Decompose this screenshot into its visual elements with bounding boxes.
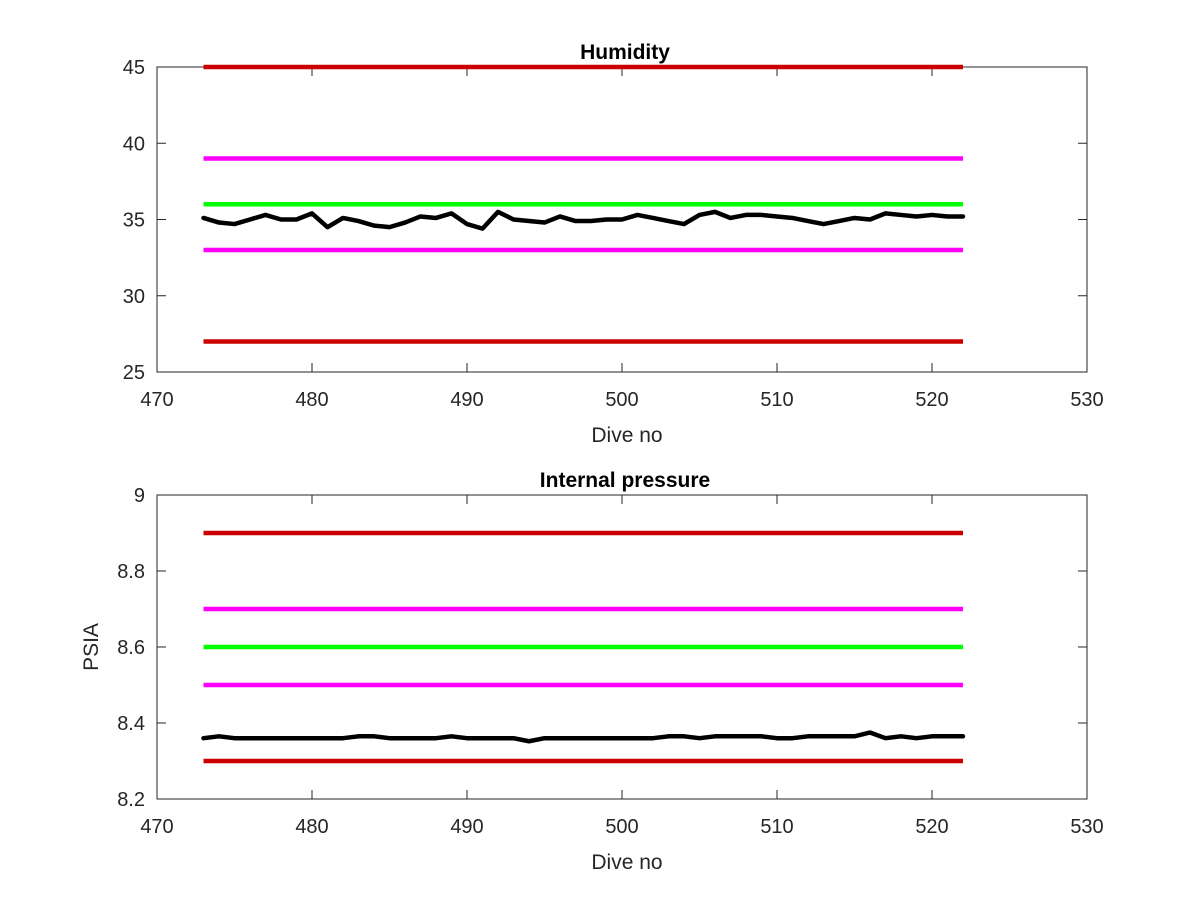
x-tick-label: 520: [915, 389, 948, 411]
internal-pressure-panel: Dive no PSIA 470 480 490 500 510 520 530 8.2 8.4…: [80, 469, 1104, 874]
y-tick-label: 45: [123, 57, 145, 79]
data-series-line: [201, 730, 966, 744]
y-tick-label: 25: [123, 362, 145, 384]
chart-title: Humidity: [580, 41, 670, 64]
x-tick-label: 520: [915, 816, 948, 838]
y-tick-label: 9: [134, 485, 145, 507]
y-axis-label: PSIA: [80, 623, 103, 671]
humidity-panel: Dive no 470 480 490 500 510 520 530 25 30 35 40 45 H…: [123, 41, 1104, 447]
x-tick-label: 500: [605, 389, 638, 411]
x-axis-label: Dive no: [591, 851, 662, 874]
x-tick-label: 480: [295, 816, 328, 838]
y-tick-label: 8.6: [117, 637, 145, 659]
x-tick-label: 490: [450, 816, 483, 838]
data-series-line: [201, 209, 966, 231]
x-tick-label: 530: [1070, 389, 1103, 411]
x-tick-label: 510: [760, 389, 793, 411]
x-axis-label: Dive no: [591, 424, 662, 447]
x-tick-label: 490: [450, 389, 483, 411]
y-tick-label: 35: [123, 210, 145, 232]
y-tick-label: 30: [123, 286, 145, 308]
chart-title: Internal pressure: [540, 469, 710, 492]
y-tick-label: 40: [123, 133, 145, 155]
y-tick-label: 8.8: [117, 561, 145, 583]
x-tick-label: 500: [605, 816, 638, 838]
x-tick-label: 530: [1070, 816, 1103, 838]
x-tick-label: 470: [140, 816, 173, 838]
y-tick-label: 8.2: [117, 789, 145, 811]
x-tick-label: 470: [140, 389, 173, 411]
x-tick-label: 510: [760, 816, 793, 838]
y-tick-label: 8.4: [117, 713, 145, 735]
x-tick-label: 480: [295, 389, 328, 411]
